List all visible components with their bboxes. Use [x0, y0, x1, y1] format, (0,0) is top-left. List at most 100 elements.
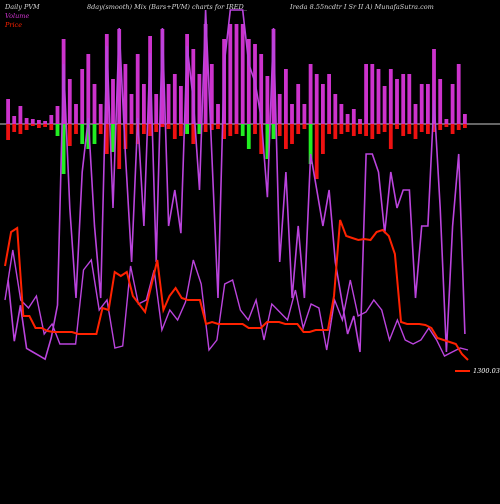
volume-bar	[160, 29, 165, 124]
volume-bar	[228, 24, 233, 124]
change-bar	[463, 124, 467, 128]
volume-bar	[345, 114, 350, 124]
volume-bar	[382, 86, 387, 124]
change-bar	[450, 124, 455, 134]
volume-bar	[358, 119, 362, 124]
change-bar	[358, 124, 362, 134]
volume-bar	[426, 84, 430, 124]
change-bar	[284, 124, 288, 149]
volume-line	[7, 9, 466, 361]
volume-bar	[296, 84, 301, 124]
legend-volume: Volume	[5, 12, 30, 20]
change-bar	[228, 124, 233, 136]
volume-bar	[376, 69, 381, 124]
change-bar	[216, 124, 220, 129]
volume-bar	[55, 106, 60, 124]
change-bar	[290, 124, 294, 144]
change-bar	[234, 124, 239, 134]
volume-bar	[438, 79, 443, 124]
change-bar	[426, 124, 430, 134]
volume-bar	[24, 118, 29, 124]
change-bar	[104, 124, 109, 154]
volume-bar	[172, 74, 177, 124]
volume-bar	[407, 74, 412, 124]
change-bar	[37, 124, 41, 128]
change-bar	[339, 124, 344, 134]
change-bar	[401, 124, 406, 136]
change-bar	[407, 124, 412, 134]
price-line	[4, 219, 469, 361]
change-bar	[74, 124, 78, 134]
change-bar	[259, 124, 264, 154]
change-bar	[49, 124, 54, 130]
volume-bar	[265, 76, 270, 124]
volume-bar	[351, 109, 356, 124]
change-bar	[302, 124, 307, 129]
volume-bar	[30, 119, 35, 124]
change-bar	[364, 124, 368, 136]
change-bar	[197, 124, 202, 134]
volume-bar	[308, 64, 313, 124]
volume-bar	[240, 24, 245, 124]
header-left: Daily PVM	[5, 3, 40, 11]
change-bar	[438, 124, 443, 130]
change-bar	[160, 124, 165, 127]
change-bar	[203, 124, 208, 132]
chart-title: 8day(smooth) Mix (Bars+PVM) charts for I…	[87, 3, 247, 11]
change-bar	[388, 124, 393, 149]
change-bar	[432, 124, 436, 132]
change-bar	[55, 124, 60, 136]
volume-bar	[413, 104, 418, 124]
volume-bar	[123, 64, 128, 124]
change-bar	[129, 124, 134, 134]
volume-bar	[419, 84, 424, 124]
volume-bar	[135, 54, 140, 124]
change-bar	[61, 124, 66, 174]
change-bar	[296, 124, 301, 134]
volume-bar	[444, 119, 449, 124]
volume-bar	[185, 34, 189, 124]
change-bar	[308, 124, 313, 164]
volume-bar	[314, 74, 319, 124]
volume-bar	[12, 116, 17, 124]
change-bar	[253, 124, 257, 134]
change-bar	[376, 124, 381, 134]
volume-bar	[117, 29, 122, 124]
change-bar	[6, 124, 10, 140]
change-bar	[98, 124, 103, 134]
volume-bar	[18, 106, 23, 124]
volume-bar	[302, 104, 307, 124]
volume-bar	[277, 94, 282, 124]
change-bar	[18, 124, 23, 134]
change-bar	[111, 124, 115, 152]
change-bar	[321, 124, 325, 154]
change-bar	[370, 124, 375, 139]
change-bar	[123, 124, 128, 149]
change-bar	[277, 124, 282, 136]
volume-bar	[154, 94, 159, 124]
change-bar	[413, 124, 418, 139]
volume-bar	[111, 79, 115, 124]
volume-bar	[364, 64, 368, 124]
change-bar	[24, 124, 29, 130]
volume-bar	[327, 74, 331, 124]
change-bar	[382, 124, 387, 132]
change-bar	[86, 124, 91, 149]
volume-bar	[234, 24, 239, 124]
volume-bar	[86, 54, 91, 124]
change-bar	[395, 124, 399, 129]
volume-bar	[80, 69, 85, 124]
volume-bar	[209, 64, 214, 124]
volume-bar	[6, 99, 10, 124]
change-bar	[265, 124, 270, 159]
volume-bar	[395, 79, 399, 124]
change-bar	[345, 124, 350, 132]
change-bar	[271, 124, 276, 139]
change-bar	[30, 124, 35, 126]
change-bar	[117, 124, 122, 169]
change-bar	[166, 124, 171, 129]
volume-bar	[37, 120, 41, 124]
volume-bar	[43, 121, 47, 124]
volume-bar	[463, 114, 467, 124]
volume-bar	[179, 86, 183, 124]
